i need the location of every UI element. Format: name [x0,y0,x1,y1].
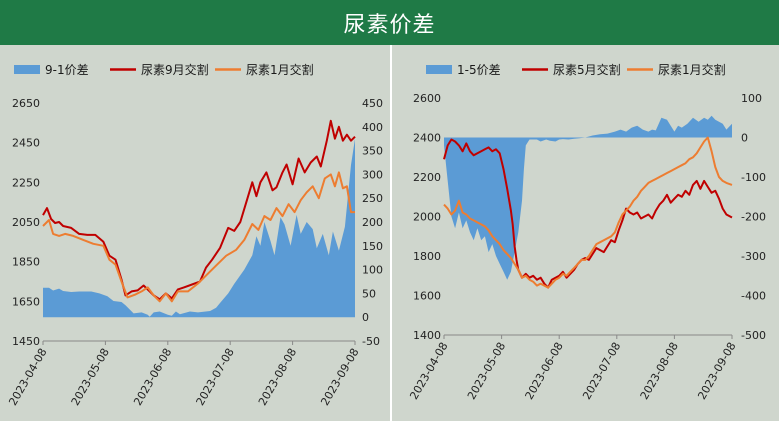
y-left-tick-label: 2400 [413,132,441,145]
x-tick-label: 2023-04-08 [6,346,49,408]
y-right-tick-label: -500 [741,329,766,342]
legend-label: 尿素1月交割 [246,62,314,77]
x-tick-label: 2023-07-08 [580,340,623,402]
chart-panel-left: 9-1价差 尿素9月交割 尿素1月交割 1450 1650 1850 2050 2250 245… [0,45,390,421]
y-right-tick-label: -50 [362,335,380,348]
legend-swatch-spread [14,65,40,74]
y-left-tick-label: 2600 [413,92,441,105]
y-left-tick-label: 2050 [12,216,40,229]
y-left-tick-label: 1650 [12,295,40,308]
y-right-tick-label: -400 [741,290,766,303]
series-area-spread [43,138,355,318]
y-right-tick-label: -300 [741,250,766,263]
y-right-tick-label: 200 [362,216,383,229]
y-left-tick-label: 1850 [12,256,40,269]
x-tick-label: 2023-09-08 [318,346,361,408]
y-left-tick-label: 1800 [413,250,441,263]
y-right-tick-label: 0 [741,132,748,145]
legend-label: 尿素5月交割 [553,62,621,77]
legend-swatch-spread [426,65,452,74]
y-right-tick-label: -200 [741,211,766,224]
y-left-tick-label: 2250 [12,176,40,189]
chart-1-5-spread: 1-5价差 尿素5月交割 尿素1月交割 1400 1600 1800 2000 2200 240… [407,62,766,402]
y-left-tick-label: 1600 [413,290,441,303]
page-title: 尿素价差 [343,12,436,38]
series-area-spread [444,115,732,280]
y-right-tick-label: 50 [362,287,376,300]
series-line-far [42,171,355,303]
x-tick-label: 2023-05-08 [465,340,508,402]
y-left-tick-label: 2000 [413,211,441,224]
y-right-tick-label: 350 [362,145,383,158]
y-right-tick-label: 100 [741,92,762,105]
y-left-tick-label: 2200 [413,171,441,184]
y-left-tick-label: 2650 [12,97,40,110]
panel-divider [390,45,392,421]
chart-panel-right: 1-5价差 尿素5月交割 尿素1月交割 1400 1600 1800 2000 2200 240… [392,45,779,421]
y-left-tick-label: 1450 [12,335,40,348]
y-right-tick-label: 0 [362,311,369,324]
y-right-tick-label: 300 [362,168,383,181]
y-left-tick-label: 1400 [413,329,441,342]
series-line-near [42,119,356,301]
legend-label: 1-5价差 [457,63,501,77]
y-right-tick-label: 450 [362,97,383,110]
y-right-tick-label: 400 [362,121,383,134]
y-left-tick-label: 2450 [12,137,40,150]
chart-9-1-spread: 9-1价差 尿素9月交割 尿素1月交割 1450 1650 1850 2050 2250 245… [6,62,383,408]
title-bar: 尿素价差 [0,0,779,45]
x-tick-label: 2023-09-08 [695,340,738,402]
x-tick-label: 2023-04-08 [407,340,450,402]
y-right-tick-label: 150 [362,240,383,253]
series-line-far [443,136,733,289]
x-tick-label: 2023-06-08 [131,346,174,408]
legend-label: 9-1价差 [45,63,89,77]
x-tick-label: 2023-08-08 [638,340,681,402]
x-tick-label: 2023-07-08 [194,346,237,408]
x-tick-label: 2023-05-08 [69,346,112,408]
x-tick-label: 2023-06-08 [523,340,566,402]
y-right-tick-label: 250 [362,192,383,205]
y-right-tick-label: 100 [362,264,383,277]
x-tick-label: 2023-08-08 [256,346,299,408]
legend: 9-1价差 尿素9月交割 尿素1月交割 [14,62,314,77]
y-right-tick-label: -100 [741,171,766,184]
legend-label: 尿素1月交割 [658,62,726,77]
legend: 1-5价差 尿素5月交割 尿素1月交割 [426,62,726,77]
legend-label: 尿素9月交割 [141,62,209,77]
